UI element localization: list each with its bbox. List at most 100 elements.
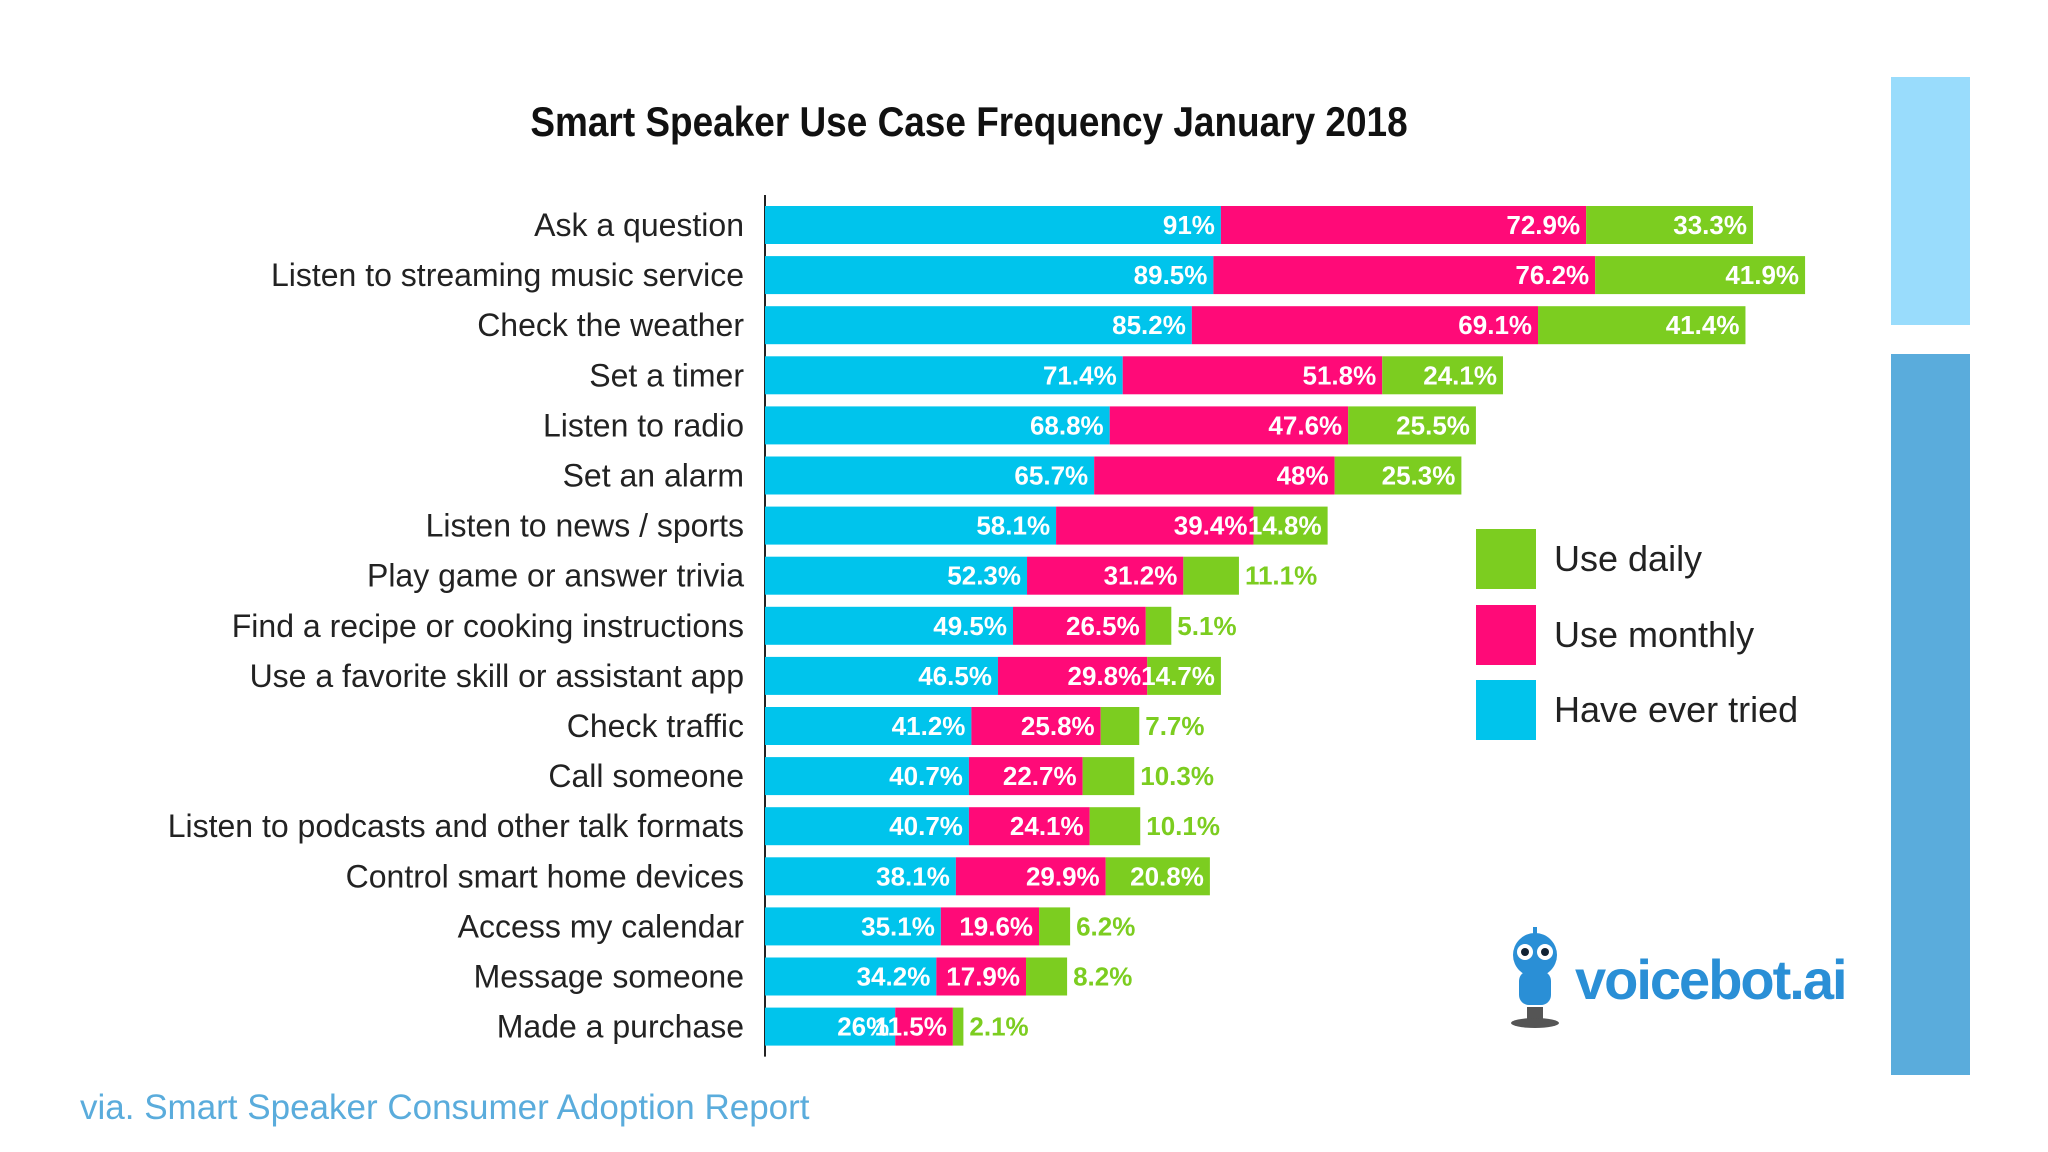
bar-segment-have-ever-tried bbox=[765, 656, 998, 695]
bar-segment-use-daily bbox=[1039, 907, 1071, 946]
data-label: 39.4% bbox=[1174, 511, 1248, 541]
data-label: 7.7% bbox=[1145, 711, 1204, 741]
data-label: 41.2% bbox=[892, 711, 966, 741]
bar-segment-use-daily bbox=[1082, 757, 1135, 796]
data-label: 31.2% bbox=[1104, 561, 1178, 591]
category-label: Listen to radio bbox=[543, 407, 744, 443]
category-label: Find a recipe or cooking instructions bbox=[232, 608, 744, 644]
data-label: 89.5% bbox=[1134, 260, 1208, 290]
category-label: Check traffic bbox=[567, 708, 744, 744]
bar-segment-use-daily bbox=[1026, 957, 1068, 996]
bar-segment-have-ever-tried bbox=[765, 807, 969, 846]
bar-segment-have-ever-tried bbox=[765, 606, 1013, 645]
data-label: 25.3% bbox=[1382, 461, 1456, 491]
bar-segment-use-daily bbox=[952, 1007, 964, 1046]
legend-label-ever-tried: Have ever tried bbox=[1554, 689, 1799, 730]
bar-segment-use-daily bbox=[1253, 506, 1328, 545]
bar-segment-have-ever-tried bbox=[765, 206, 1221, 244]
category-label: Listen to streaming music service bbox=[271, 257, 744, 293]
bar-segment-have-ever-tried bbox=[765, 506, 1057, 545]
data-label: 52.3% bbox=[947, 561, 1021, 591]
bar-segment-have-ever-tried bbox=[765, 456, 1095, 495]
data-label: 65.7% bbox=[1014, 461, 1088, 491]
category-label: Made a purchase bbox=[497, 1009, 744, 1045]
data-label: 48% bbox=[1277, 461, 1329, 491]
bar-segment-use-monthly bbox=[940, 907, 1040, 946]
data-label: 72.9% bbox=[1506, 210, 1580, 240]
category-label: Ask a question bbox=[534, 207, 744, 243]
data-label: 25.8% bbox=[1021, 711, 1095, 741]
bar-segment-use-monthly bbox=[955, 857, 1106, 896]
bar-segment-use-monthly bbox=[1012, 606, 1146, 645]
data-label: 2.1% bbox=[969, 1012, 1028, 1042]
data-label: 26% bbox=[837, 1012, 889, 1042]
category-label: Call someone bbox=[548, 758, 744, 794]
bar-segment-use-daily bbox=[1382, 356, 1503, 395]
bar-segment-use-monthly bbox=[1213, 256, 1596, 295]
bar-segment-have-ever-tried bbox=[765, 707, 972, 745]
category-label: Control smart home devices bbox=[346, 858, 744, 894]
category-label: Check the weather bbox=[477, 307, 744, 343]
data-label: 5.1% bbox=[1177, 611, 1236, 641]
bar-segment-use-monthly bbox=[1056, 506, 1254, 545]
category-label: Use a favorite skill or assistant app bbox=[250, 658, 744, 694]
bar-segment-use-monthly bbox=[895, 1007, 953, 1046]
source-caption[interactable]: via. Smart Speaker Consumer Adoption Rep… bbox=[80, 1088, 810, 1127]
data-label: 8.2% bbox=[1073, 962, 1132, 992]
data-label: 40.7% bbox=[889, 811, 963, 841]
robot-mascot-icon bbox=[1511, 927, 1559, 1028]
bar-segment-have-ever-tried bbox=[765, 406, 1110, 445]
bar-segment-use-monthly bbox=[1122, 356, 1383, 395]
chart-title: Smart Speaker Use Case Frequency January… bbox=[530, 98, 1408, 145]
data-label: 22.7% bbox=[1003, 761, 1077, 791]
category-label: Access my calendar bbox=[458, 908, 745, 944]
data-label: 85.2% bbox=[1112, 310, 1186, 340]
data-label: 38.1% bbox=[876, 861, 950, 891]
data-label: 29.9% bbox=[1026, 861, 1100, 891]
bar-segment-use-daily bbox=[1586, 206, 1753, 244]
bar-segment-have-ever-tried bbox=[765, 1007, 896, 1046]
data-label: 68.8% bbox=[1030, 410, 1104, 440]
bar-segment-use-monthly bbox=[1109, 406, 1349, 445]
legend-label-daily: Use daily bbox=[1554, 538, 1703, 579]
category-label: Set an alarm bbox=[563, 458, 744, 494]
data-label: 41.4% bbox=[1666, 310, 1740, 340]
bar-segment-use-monthly bbox=[971, 707, 1101, 745]
data-label: 10.3% bbox=[1140, 761, 1214, 791]
bar-segment-have-ever-tried bbox=[765, 556, 1028, 595]
bar-segment-use-daily bbox=[1145, 606, 1172, 645]
data-label: 71.4% bbox=[1043, 360, 1117, 390]
category-label: Set a timer bbox=[589, 357, 744, 393]
voicebot-logo: voicebot.ai bbox=[1505, 925, 1848, 1035]
bar-segment-use-monthly bbox=[968, 807, 1090, 846]
bar-segment-have-ever-tried bbox=[765, 306, 1192, 345]
data-label: 34.2% bbox=[857, 962, 931, 992]
data-label: 20.8% bbox=[1130, 861, 1204, 891]
data-label: 10.1% bbox=[1146, 811, 1220, 841]
bar-segment-use-monthly bbox=[936, 957, 1027, 996]
data-label: 76.2% bbox=[1515, 260, 1589, 290]
data-label: 17.9% bbox=[946, 962, 1020, 992]
data-label: 25.5% bbox=[1396, 410, 1470, 440]
category-label: Listen to news / sports bbox=[426, 508, 744, 544]
data-label: 14.7% bbox=[1141, 661, 1215, 691]
data-label: 46.5% bbox=[918, 661, 992, 691]
data-label: 35.1% bbox=[861, 911, 935, 941]
bar-segment-use-monthly bbox=[1027, 556, 1184, 595]
bar-segment-use-monthly bbox=[968, 757, 1083, 796]
bar-segment-have-ever-tried bbox=[765, 907, 941, 946]
bar-segment-use-daily bbox=[1100, 707, 1140, 745]
data-label: 26.5% bbox=[1066, 611, 1140, 641]
bar-segment-have-ever-tried bbox=[765, 356, 1123, 395]
data-label: 41.9% bbox=[1725, 260, 1799, 290]
bar-segment-have-ever-tried bbox=[765, 256, 1214, 295]
data-label: 24.1% bbox=[1423, 360, 1497, 390]
data-label: 49.5% bbox=[933, 611, 1007, 641]
data-label: 6.2% bbox=[1076, 911, 1135, 941]
bar-segment-use-daily bbox=[1147, 656, 1221, 695]
data-label: 51.8% bbox=[1302, 360, 1376, 390]
bar-segment-have-ever-tried bbox=[765, 857, 956, 896]
side-bar-light bbox=[1891, 77, 1970, 325]
data-label: 19.6% bbox=[959, 911, 1033, 941]
